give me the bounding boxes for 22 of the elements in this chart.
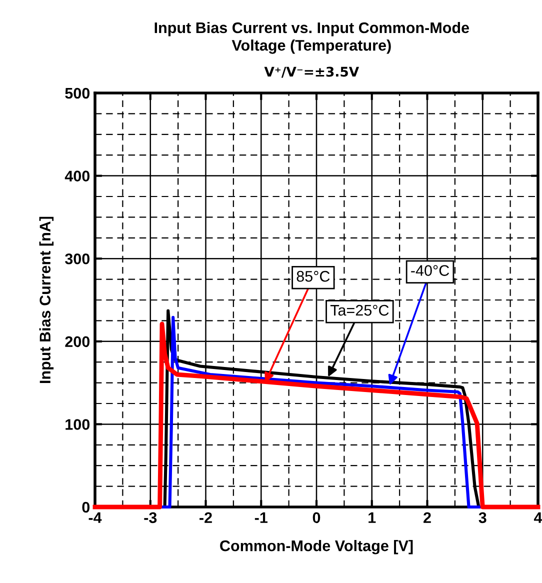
- annotation: -40°C: [411, 265, 450, 276]
- y-tick-label: 200: [65, 336, 90, 348]
- x-tick-label: -4: [88, 512, 102, 523]
- y-axis-title: Input Bias Current [nA]: [39, 216, 54, 383]
- x-tick-label: 3: [478, 512, 486, 524]
- annotation: Ta=25°C: [330, 304, 389, 316]
- x-axis-title: Common-Mode Voltage [V]: [220, 540, 413, 554]
- x-tick-label: 1: [368, 512, 376, 523]
- y-tick-label: 400: [64, 170, 90, 182]
- y-tick-label: 300: [65, 253, 90, 264]
- y-tick-label: 0: [82, 502, 90, 513]
- x-tick-label: -3: [144, 512, 157, 524]
- x-tick-label: 4: [534, 512, 542, 523]
- y-tick-label: 100: [66, 419, 90, 430]
- annotation: 85°C: [296, 270, 330, 282]
- chart-title: Input Bias Current vs. Input Common-Mode Voltage (Temperature): [154, 22, 470, 54]
- x-tick-label: -2: [200, 512, 212, 523]
- x-tick-label: 2: [424, 512, 431, 523]
- y-tick-label: 500: [65, 88, 90, 99]
- x-tick-label: 0: [312, 512, 320, 524]
- chart-subtitle: V⁺/V⁻=±3.5V: [264, 66, 360, 78]
- x-tick-label: -1: [254, 512, 268, 523]
